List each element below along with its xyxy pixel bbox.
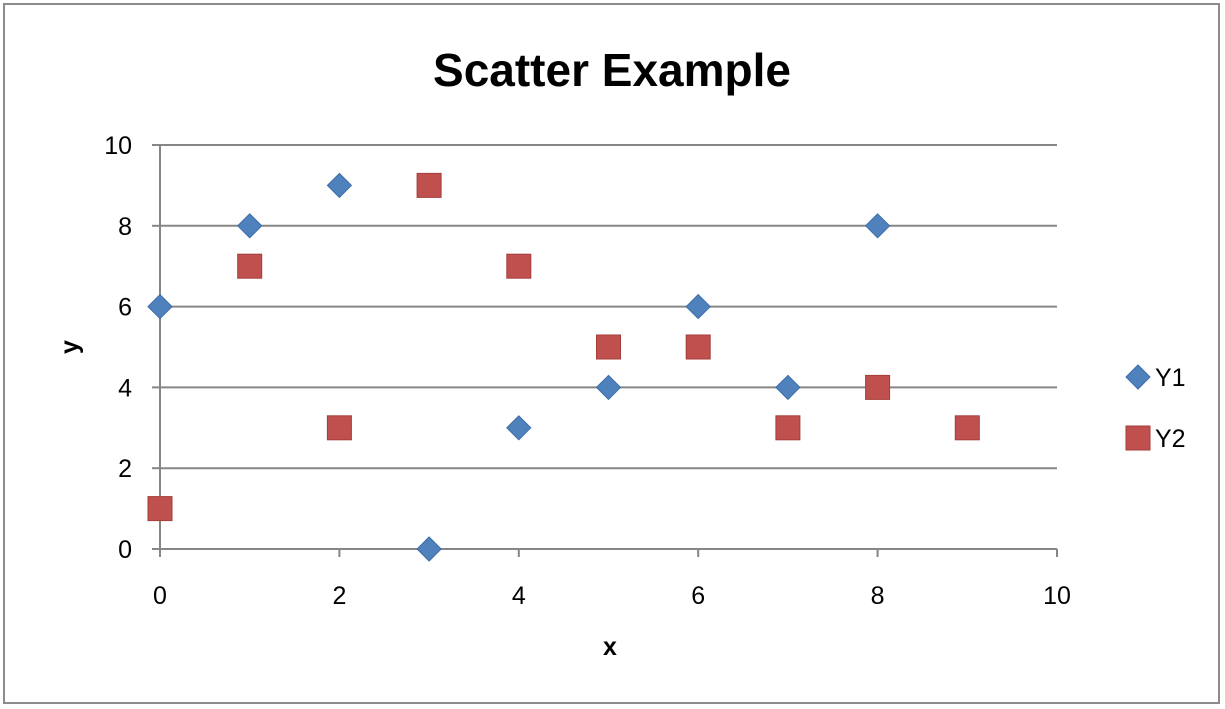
- point-y1-7: [775, 374, 801, 401]
- chart-title: Scatter Example: [433, 44, 791, 96]
- x-tick-labels: 0 2 4 6 8 10: [153, 582, 1071, 610]
- point-y2-7: [775, 415, 801, 441]
- point-y1-4: [506, 415, 532, 441]
- y-tick-label-8: 8: [118, 213, 132, 241]
- point-y2-6: [685, 334, 711, 360]
- point-y2-3: [416, 172, 442, 198]
- gridlines: [160, 144, 1057, 470]
- point-y1-2: [326, 172, 353, 199]
- point-y2-8: [865, 374, 891, 400]
- y-tick-label-2: 2: [118, 455, 132, 483]
- x-tick-label-4: 4: [512, 582, 526, 610]
- point-y2-0: [147, 496, 173, 522]
- x-tick-label-8: 8: [871, 582, 885, 610]
- point-y2-9: [954, 415, 980, 441]
- y-tick-label-10: 10: [104, 132, 132, 160]
- point-y1-8: [864, 213, 891, 239]
- x-tick-label-10: 10: [1043, 582, 1071, 610]
- legend-marker-y1: [1125, 364, 1151, 390]
- point-y1-6: [685, 293, 711, 320]
- x-tick-label-6: 6: [691, 582, 705, 610]
- point-y2-2: [326, 415, 352, 441]
- legend-label-y2: Y2: [1155, 425, 1186, 453]
- point-y2-4: [506, 253, 532, 279]
- legend-label-y1: Y1: [1155, 364, 1186, 392]
- y-tick-label-6: 6: [118, 294, 132, 322]
- point-y1-1: [236, 213, 263, 239]
- y-tick-labels: 0 2 4 6 8 10: [104, 132, 132, 564]
- point-y1-3: [416, 536, 442, 562]
- y-tick-label-4: 4: [118, 374, 132, 402]
- legend: Y1 Y2: [1125, 364, 1186, 453]
- x-tick-label-0: 0: [153, 582, 167, 610]
- y-tick-label-0: 0: [118, 536, 132, 564]
- x-axis-label: x: [603, 633, 617, 661]
- point-y2-5: [596, 334, 621, 360]
- y-axis-label: y: [56, 340, 84, 354]
- x-tick-label-2: 2: [332, 582, 346, 610]
- legend-marker-y2: [1125, 425, 1151, 451]
- point-y1-0: [147, 293, 173, 320]
- point-y1-5: [595, 374, 622, 401]
- data-points: [147, 172, 980, 562]
- point-y2-1: [237, 253, 263, 279]
